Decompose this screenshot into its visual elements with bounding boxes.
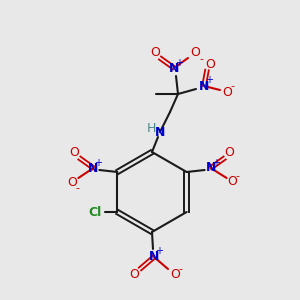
Text: +: + — [94, 158, 102, 168]
Text: O: O — [222, 85, 232, 98]
Text: O: O — [228, 176, 238, 188]
Text: O: O — [69, 146, 79, 160]
Text: -: - — [236, 171, 240, 181]
Text: -: - — [230, 81, 234, 91]
Text: -: - — [178, 264, 182, 274]
Text: +: + — [175, 58, 183, 68]
Text: -: - — [75, 183, 80, 193]
Text: N: N — [88, 161, 98, 175]
Text: O: O — [225, 146, 235, 160]
Text: N: N — [149, 250, 159, 263]
Text: +: + — [205, 75, 213, 85]
Text: O: O — [170, 268, 180, 281]
Text: +: + — [212, 158, 220, 168]
Text: N: N — [169, 61, 179, 74]
Text: O: O — [68, 176, 77, 188]
Text: O: O — [129, 268, 139, 281]
Text: N: N — [206, 161, 216, 175]
Text: N: N — [199, 80, 209, 92]
Text: H: H — [146, 122, 156, 134]
Text: N: N — [155, 125, 165, 139]
Text: Cl: Cl — [89, 206, 102, 218]
Text: O: O — [190, 46, 200, 59]
Text: O: O — [205, 58, 215, 70]
Text: O: O — [150, 46, 160, 59]
Text: +: + — [155, 246, 163, 256]
Text: -: - — [199, 54, 203, 64]
